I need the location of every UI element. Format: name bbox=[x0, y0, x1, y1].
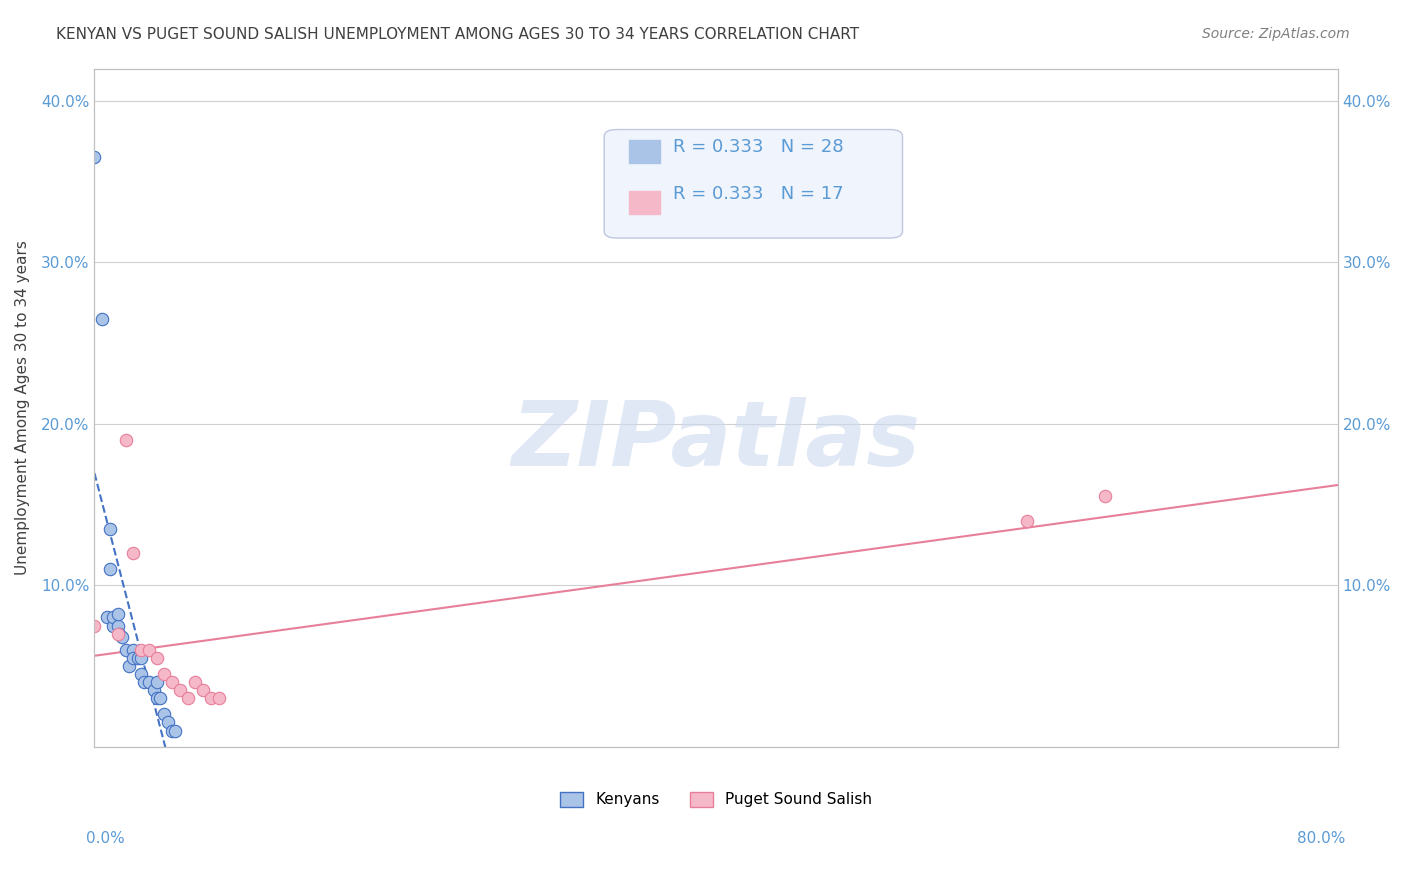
Point bbox=[96, 610, 118, 624]
Text: Source: ZipAtlas.com: Source: ZipAtlas.com bbox=[1202, 27, 1350, 41]
Text: ZIPatlas: ZIPatlas bbox=[512, 398, 921, 485]
Point bbox=[160, 675, 183, 690]
Text: 0.0%: 0.0% bbox=[86, 831, 125, 846]
Point bbox=[208, 691, 231, 706]
Point bbox=[127, 650, 149, 665]
Text: R = 0.333   N = 17: R = 0.333 N = 17 bbox=[672, 185, 844, 203]
Point bbox=[177, 691, 200, 706]
Point bbox=[145, 675, 167, 690]
Point bbox=[129, 650, 152, 665]
Point bbox=[153, 667, 176, 681]
Point bbox=[114, 642, 136, 657]
Point bbox=[91, 311, 114, 326]
Point bbox=[107, 618, 129, 632]
Point bbox=[156, 715, 179, 730]
Point bbox=[101, 610, 124, 624]
Point bbox=[200, 691, 222, 706]
Point bbox=[134, 675, 156, 690]
Point bbox=[145, 691, 167, 706]
Point bbox=[114, 433, 136, 447]
Point bbox=[101, 618, 124, 632]
Point bbox=[129, 667, 152, 681]
Point bbox=[193, 683, 215, 698]
Point bbox=[145, 650, 167, 665]
Bar bbox=[628, 191, 659, 214]
Point bbox=[118, 659, 141, 673]
Point bbox=[160, 723, 183, 738]
Point bbox=[138, 675, 160, 690]
Point bbox=[184, 675, 207, 690]
Point bbox=[108, 626, 131, 640]
Point bbox=[149, 691, 172, 706]
Point bbox=[169, 683, 191, 698]
Legend: Kenyans, Puget Sound Salish: Kenyans, Puget Sound Salish bbox=[554, 785, 879, 814]
Text: R = 0.333   N = 28: R = 0.333 N = 28 bbox=[672, 137, 844, 155]
Y-axis label: Unemployment Among Ages 30 to 34 years: Unemployment Among Ages 30 to 34 years bbox=[15, 240, 30, 575]
Point bbox=[122, 546, 145, 560]
Point bbox=[107, 607, 129, 622]
Point bbox=[83, 150, 105, 164]
Bar bbox=[628, 140, 659, 163]
Point bbox=[142, 683, 165, 698]
Point bbox=[98, 562, 121, 576]
Point bbox=[122, 650, 145, 665]
Point bbox=[83, 618, 105, 632]
Point bbox=[1094, 489, 1116, 503]
Point bbox=[129, 642, 152, 657]
FancyBboxPatch shape bbox=[605, 129, 903, 238]
Text: 80.0%: 80.0% bbox=[1298, 831, 1346, 846]
Point bbox=[138, 642, 160, 657]
Text: KENYAN VS PUGET SOUND SALISH UNEMPLOYMENT AMONG AGES 30 TO 34 YEARS CORRELATION : KENYAN VS PUGET SOUND SALISH UNEMPLOYMEN… bbox=[56, 27, 859, 42]
Point bbox=[98, 522, 121, 536]
Point bbox=[165, 723, 187, 738]
Point bbox=[153, 707, 176, 722]
Point bbox=[1015, 514, 1038, 528]
Point bbox=[107, 626, 129, 640]
Point bbox=[111, 630, 134, 644]
Point bbox=[122, 642, 145, 657]
